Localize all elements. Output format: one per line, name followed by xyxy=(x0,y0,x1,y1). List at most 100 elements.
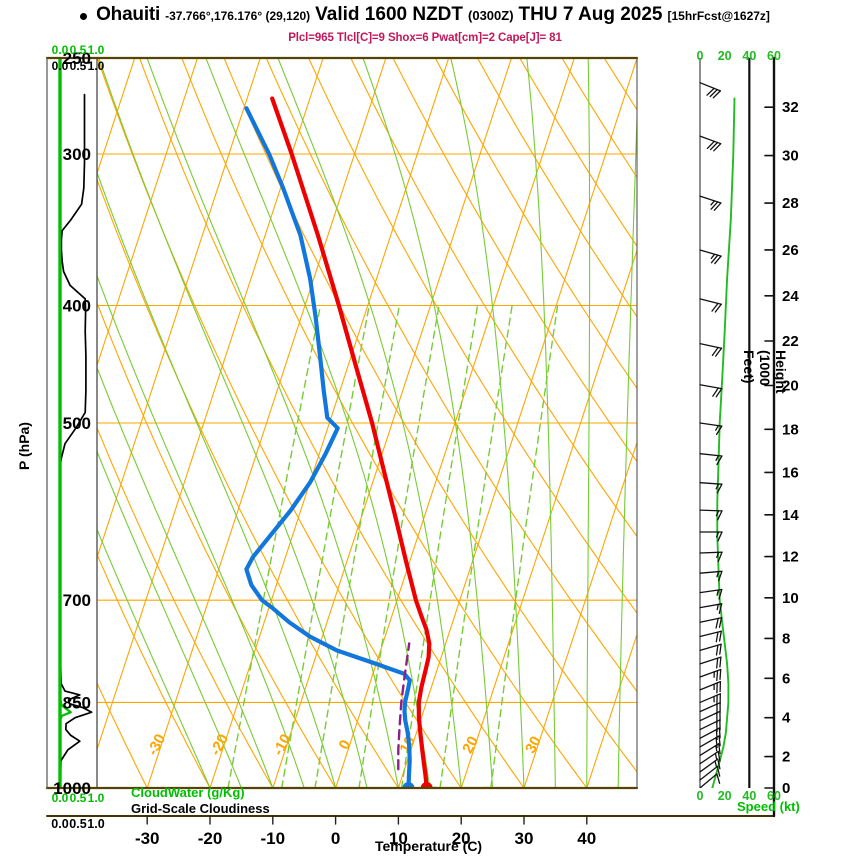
svg-text:20: 20 xyxy=(782,378,799,395)
svg-text:0.5: 0.5 xyxy=(70,43,87,57)
svg-text:300: 300 xyxy=(63,145,91,164)
svg-text:3: 3 xyxy=(301,787,319,800)
wind-speed-curve xyxy=(711,97,736,788)
svg-text:0.5: 0.5 xyxy=(70,59,87,73)
temperature-surface xyxy=(420,782,433,788)
svg-text:20: 20 xyxy=(718,49,732,63)
svg-text:24: 24 xyxy=(782,288,799,305)
wind-barb xyxy=(699,773,721,788)
wind-barb xyxy=(699,743,721,757)
wind-barb xyxy=(699,384,723,398)
svg-text:500: 500 xyxy=(63,414,91,433)
svg-text:0: 0 xyxy=(331,829,340,848)
svg-text:0.0: 0.0 xyxy=(52,59,69,73)
wind-barb xyxy=(699,588,723,600)
wind-barb xyxy=(699,750,721,765)
svg-text:60: 60 xyxy=(767,789,781,803)
wind-barb xyxy=(699,453,723,466)
svg-text:20: 20 xyxy=(452,829,471,848)
skewt-gridlines: -30 -20 -10 0 10 20 301 2 3 5 8 12 20 xyxy=(97,58,637,805)
wind-barb xyxy=(699,195,722,211)
cloudwater-axis-title: CloudWater (g/Kg) xyxy=(131,785,245,800)
svg-text:2: 2 xyxy=(268,787,286,800)
svg-text:28: 28 xyxy=(782,195,799,212)
svg-text:30: 30 xyxy=(782,148,799,165)
svg-text:-20: -20 xyxy=(198,829,223,848)
svg-text:40: 40 xyxy=(742,49,756,63)
svg-text:14: 14 xyxy=(782,507,799,524)
cloudwater-curve xyxy=(58,77,72,788)
wind-barb xyxy=(699,643,722,656)
svg-text:0: 0 xyxy=(782,780,790,797)
svg-text:20: 20 xyxy=(459,733,482,756)
wind-barb xyxy=(699,135,722,152)
svg-text:1000: 1000 xyxy=(53,779,91,798)
wind-barb xyxy=(699,765,721,781)
svg-text:10: 10 xyxy=(782,590,799,607)
wind-barb xyxy=(699,758,721,773)
valid-time: Valid 1600 NZDT xyxy=(315,4,464,25)
svg-text:16: 16 xyxy=(782,464,799,481)
cloudiness-axis-title: Grid-Scale Cloudiness xyxy=(131,801,270,816)
valid-date: THU 7 Aug 2025 xyxy=(518,4,663,25)
svg-text:4: 4 xyxy=(782,710,791,727)
profile-temperature xyxy=(270,96,432,788)
dewpoint-surface xyxy=(402,782,415,788)
wind-barb xyxy=(699,482,723,494)
svg-text:5: 5 xyxy=(345,787,363,800)
svg-text:250: 250 xyxy=(63,49,91,68)
axis-tick-labels: 0246810121416182022242628303225030040050… xyxy=(51,43,799,848)
wind-panel xyxy=(699,58,751,788)
svg-text:1.0: 1.0 xyxy=(88,791,105,805)
svg-text:10: 10 xyxy=(389,829,408,848)
svg-text:12: 12 xyxy=(425,784,446,805)
svg-text:18: 18 xyxy=(782,421,799,438)
wind-barb xyxy=(699,342,723,357)
wind-barb xyxy=(699,630,722,643)
svg-text:700: 700 xyxy=(63,591,91,610)
profile-dewpoint xyxy=(244,106,412,788)
pressure-axis-title: P (hPa) xyxy=(16,422,32,470)
svg-text:32: 32 xyxy=(782,99,799,116)
svg-text:26: 26 xyxy=(782,242,799,259)
chart-header: Ohauiti -37.766°,176.176° (29,120) Valid… xyxy=(0,4,850,30)
wind-barb xyxy=(699,680,722,694)
wind-barb xyxy=(699,693,721,706)
station-coordinates: -37.766°,176.176° (29,120) xyxy=(165,9,311,23)
wind-barb xyxy=(699,249,722,265)
plot-frames xyxy=(45,56,776,825)
cloud-panel xyxy=(58,58,93,788)
svg-text:30: 30 xyxy=(522,733,545,756)
svg-text:8: 8 xyxy=(782,630,790,647)
wind-barb xyxy=(699,656,722,669)
wind-barb xyxy=(699,422,723,436)
svg-text:8: 8 xyxy=(388,787,406,800)
station-name: Ohauiti xyxy=(96,4,161,25)
svg-text:1.0: 1.0 xyxy=(88,59,105,73)
svg-text:0: 0 xyxy=(697,49,704,63)
svg-text:1.0: 1.0 xyxy=(88,43,105,57)
svg-text:40: 40 xyxy=(742,789,756,803)
svg-text:-30: -30 xyxy=(144,731,169,758)
svg-text:0.5: 0.5 xyxy=(69,817,86,831)
svg-text:-10: -10 xyxy=(261,829,286,848)
forecast-stamp: [15hrFcst@1627z] xyxy=(667,9,770,23)
svg-text:400: 400 xyxy=(63,296,91,315)
svg-text:0.0: 0.0 xyxy=(52,43,69,57)
svg-text:30: 30 xyxy=(515,829,534,848)
svg-text:12: 12 xyxy=(782,549,799,566)
svg-text:1.0: 1.0 xyxy=(87,817,104,831)
svg-text:20: 20 xyxy=(476,784,497,805)
cloudiness-curve xyxy=(59,93,93,788)
height-axis-title: Height (1000 Feet) xyxy=(741,350,789,394)
svg-text:0: 0 xyxy=(697,789,704,803)
wind-barb xyxy=(699,298,722,313)
svg-text:2: 2 xyxy=(782,749,790,766)
svg-text:40: 40 xyxy=(577,829,596,848)
svg-text:22: 22 xyxy=(782,333,799,350)
svg-text:-30: -30 xyxy=(135,829,160,848)
speed-axis-title: Speed (kt) xyxy=(737,799,800,814)
wind-barb xyxy=(699,82,722,99)
